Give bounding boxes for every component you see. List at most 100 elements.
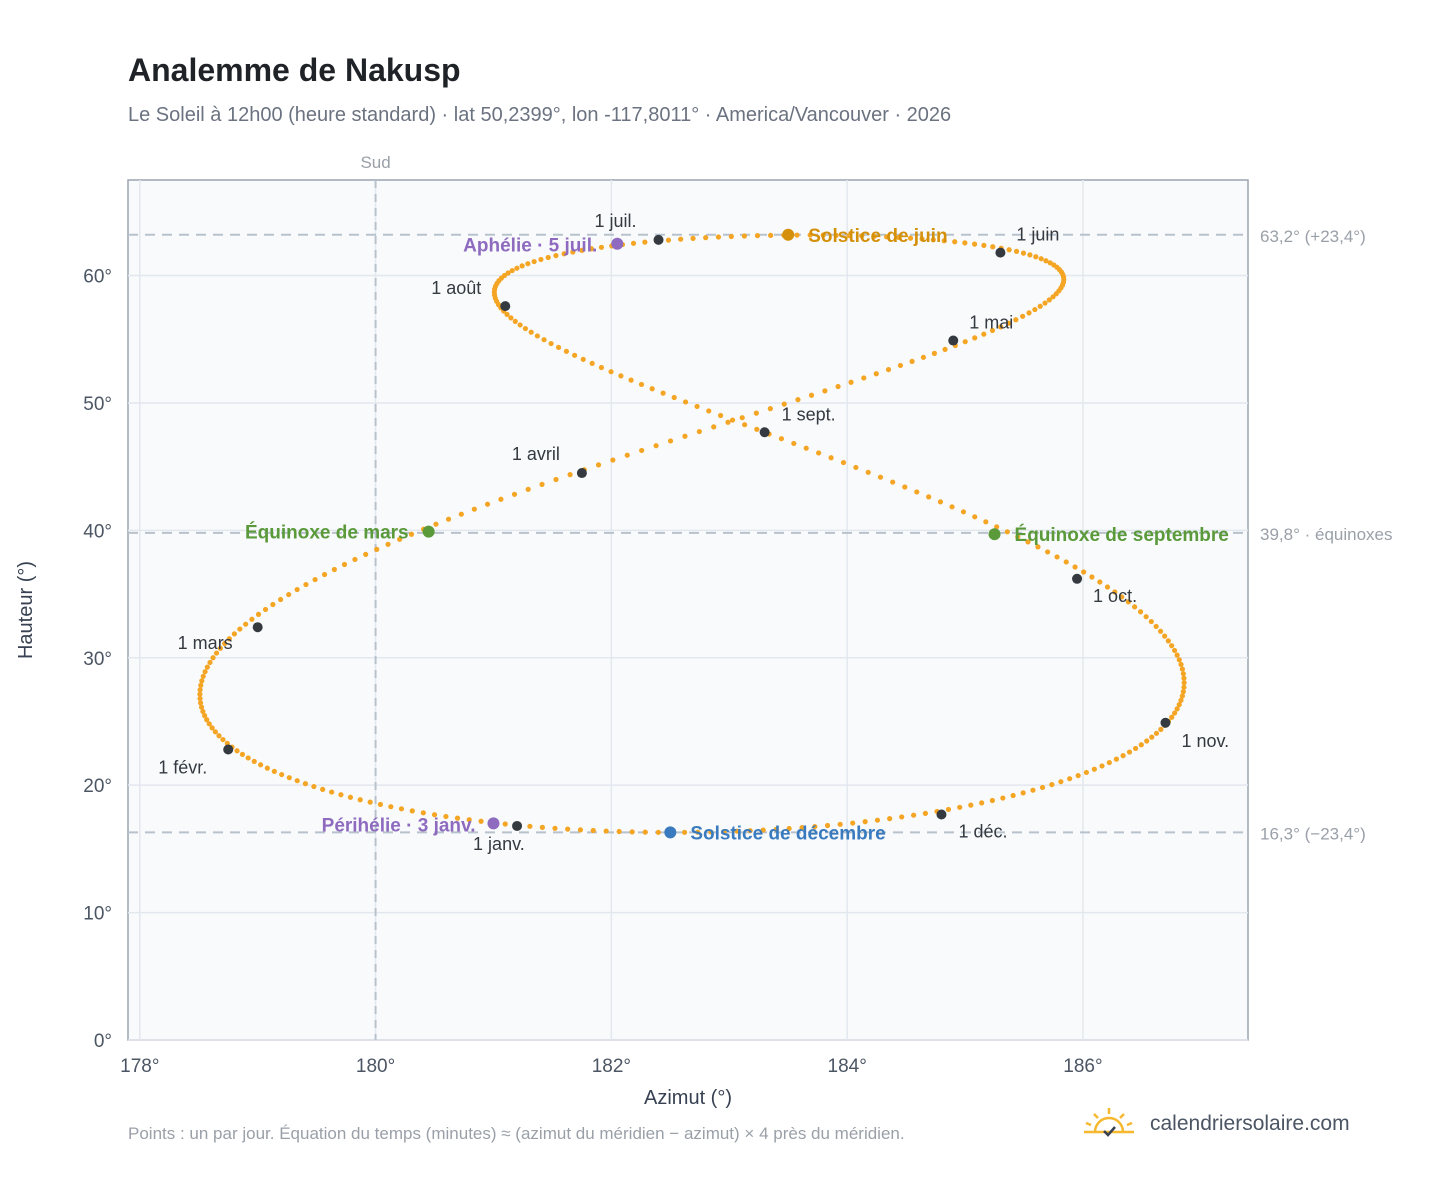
month-marker-label: 1 juil. xyxy=(595,211,637,231)
daily-point xyxy=(1132,604,1138,610)
daily-point xyxy=(1176,702,1182,708)
chart-subtitle: Le Soleil à 12h00 (heure standard) · lat… xyxy=(128,104,952,126)
daily-point xyxy=(367,799,373,805)
daily-point xyxy=(835,383,841,390)
daily-point xyxy=(1144,738,1150,744)
daily-point xyxy=(553,252,559,259)
daily-point xyxy=(1181,680,1187,686)
daily-point xyxy=(897,362,904,369)
daily-point xyxy=(859,233,865,239)
event-markers: Solstice de juin Solstice de décembre Équi… xyxy=(245,226,1229,845)
daily-point xyxy=(454,815,461,821)
daily-point xyxy=(531,258,537,265)
daily-point xyxy=(1137,609,1144,615)
plot-background xyxy=(127,179,1249,1041)
daily-point xyxy=(781,401,787,407)
daily-point xyxy=(628,377,634,383)
daily-point xyxy=(742,422,748,428)
daily-point xyxy=(981,331,987,337)
daily-point xyxy=(1097,579,1103,585)
daily-point xyxy=(202,713,208,719)
x-tick-label: 180° xyxy=(356,1056,395,1077)
month-marker xyxy=(512,820,523,831)
daily-point xyxy=(971,241,978,247)
daily-point xyxy=(1004,529,1010,535)
month-markers: 1 janv. 1 févr. 1 mars 1 avril 1 mai 1 juin 1 … xyxy=(158,211,1229,854)
daily-point xyxy=(930,237,936,243)
daily-point xyxy=(279,771,285,778)
daily-point xyxy=(302,781,309,787)
daily-point xyxy=(871,233,877,239)
daily-point xyxy=(833,232,839,238)
daily-point xyxy=(200,708,206,715)
daily-point xyxy=(816,450,822,456)
daily-point xyxy=(919,236,925,242)
daily-point xyxy=(922,810,929,816)
daily-point xyxy=(363,551,369,558)
daily-point xyxy=(588,246,595,252)
daily-point xyxy=(848,379,854,385)
daily-point xyxy=(728,233,734,240)
daily-point xyxy=(1143,614,1149,620)
month-marker-label: 1 mai xyxy=(969,313,1013,333)
daily-point xyxy=(1153,730,1160,736)
daily-point xyxy=(1165,638,1171,644)
x-tick-label: 182° xyxy=(592,1056,631,1077)
daily-point xyxy=(1042,300,1048,306)
daily-point xyxy=(553,476,559,483)
daily-point xyxy=(1125,599,1131,605)
daily-point xyxy=(660,390,666,396)
daily-point xyxy=(952,239,958,245)
daily-point xyxy=(527,823,533,829)
month-marker-label: 1 avril xyxy=(512,444,560,464)
daily-point xyxy=(1020,790,1026,796)
brand[interactable]: calendriersolaire.com xyxy=(1082,1104,1350,1144)
daily-point xyxy=(989,797,995,804)
daily-point xyxy=(357,797,363,803)
daily-point xyxy=(1174,706,1180,712)
daily-point xyxy=(972,335,978,341)
daily-point xyxy=(694,403,700,410)
daily-point xyxy=(595,462,602,468)
daily-point xyxy=(981,242,987,248)
daily-point xyxy=(803,445,809,451)
daily-point xyxy=(374,546,380,552)
daily-point xyxy=(294,586,300,593)
daily-point xyxy=(1180,671,1186,677)
month-marker xyxy=(1160,717,1171,728)
daily-point xyxy=(1149,734,1155,740)
daily-point xyxy=(1027,252,1033,258)
event-marker xyxy=(487,817,500,830)
daily-point xyxy=(198,700,204,706)
daily-point xyxy=(1113,756,1119,762)
daily-point xyxy=(812,824,818,830)
daily-point xyxy=(570,249,576,255)
daily-point xyxy=(258,762,264,768)
daily-point xyxy=(690,235,696,241)
y-tick-label: 40° xyxy=(83,521,112,542)
daily-point xyxy=(512,318,518,324)
daily-point xyxy=(739,415,745,421)
daily-point xyxy=(385,541,391,547)
month-marker-label: 1 févr. xyxy=(158,758,207,778)
daily-point xyxy=(820,232,826,238)
daily-point xyxy=(216,733,222,739)
y-axis-label: Hauteur (°) xyxy=(15,561,37,659)
daily-point xyxy=(667,438,674,444)
daily-point xyxy=(511,491,518,497)
daily-point xyxy=(794,232,800,238)
daily-point xyxy=(1181,675,1187,681)
daily-point xyxy=(598,364,605,371)
daily-point xyxy=(1013,317,1019,323)
daily-point xyxy=(846,232,852,239)
daily-point xyxy=(642,239,648,245)
daily-point xyxy=(837,821,843,827)
daily-point xyxy=(682,399,689,405)
daily-point xyxy=(862,819,868,825)
daily-point xyxy=(528,329,534,335)
daily-point xyxy=(577,827,584,833)
daily-point xyxy=(884,234,890,240)
daily-point xyxy=(1072,564,1078,570)
daily-point xyxy=(1000,795,1006,801)
daily-point xyxy=(398,806,405,812)
